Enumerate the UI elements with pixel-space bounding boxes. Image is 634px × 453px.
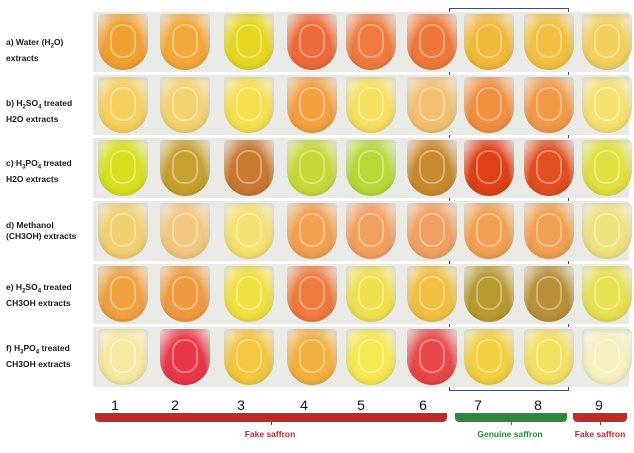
photo-row-c [93, 138, 632, 198]
tube-row5-col9 [582, 266, 632, 322]
genuine-saffron-box [449, 8, 569, 391]
tube-row3-col7 [464, 140, 514, 196]
tube-row4-col2 [160, 203, 210, 259]
tube-row4-col6 [407, 203, 457, 259]
column-number-5: 5 [357, 397, 365, 413]
tube-row2-col8 [524, 77, 574, 133]
tube-row5-col1 [98, 266, 148, 322]
photo-row-f [93, 327, 632, 387]
tube-row2-col1 [98, 77, 148, 133]
tube-row6-col6 [407, 329, 457, 385]
tube-row6-col8 [524, 329, 574, 385]
tube-row2-col5 [346, 77, 396, 133]
photo-row-d [93, 201, 632, 261]
tube-row2-col2 [160, 77, 210, 133]
photo-row-e [93, 264, 632, 324]
column-number-8: 8 [534, 397, 542, 413]
genuine-saffron-label: Genuine saffron [477, 429, 543, 439]
tube-row2-col6 [407, 77, 457, 133]
tube-row1-col7 [464, 14, 514, 70]
column-number-2: 2 [171, 397, 179, 413]
tube-row2-col9 [582, 77, 632, 133]
tube-row1-col2 [160, 14, 210, 70]
tube-row3-col1 [98, 140, 148, 196]
fake-saffron-brace-right [573, 413, 627, 425]
column-number-1: 1 [111, 397, 119, 413]
tube-row4-col3 [224, 203, 274, 259]
tube-row2-col4 [287, 77, 337, 133]
tube-row6-col3 [224, 329, 274, 385]
fake-saffron-label-right: Fake saffron [574, 429, 626, 439]
tube-row4-col1 [98, 203, 148, 259]
tube-row3-col9 [582, 140, 632, 196]
tube-row1-col9 [582, 14, 632, 70]
tube-row3-col8 [524, 140, 574, 196]
tube-row6-col5 [346, 329, 396, 385]
tube-row3-col3 [224, 140, 274, 196]
tube-row1-col3 [224, 14, 274, 70]
column-number-9: 9 [595, 397, 603, 413]
photo-row-a [93, 12, 632, 72]
tube-row2-col7 [464, 77, 514, 133]
photo-row-b [93, 75, 632, 135]
genuine-saffron-brace [455, 413, 567, 425]
row-label-c: c) H3PO4 treated H2O extracts [6, 158, 72, 184]
row-label-a: a) Water (H2O) extracts [6, 37, 64, 63]
tube-row6-col7 [464, 329, 514, 385]
tube-row1-col6 [407, 14, 457, 70]
tube-row5-col8 [524, 266, 574, 322]
tube-row6-col9 [582, 329, 632, 385]
tube-row6-col2 [160, 329, 210, 385]
row-label-f: f) H3PO4 treated CH3OH extracts [6, 343, 71, 369]
tube-row4-col7 [464, 203, 514, 259]
tube-row6-col4 [287, 329, 337, 385]
fake-saffron-label-left: Fake saffron [244, 429, 296, 439]
tube-row4-col4 [287, 203, 337, 259]
tube-row3-col5 [346, 140, 396, 196]
tube-row5-col4 [287, 266, 337, 322]
tube-row5-col2 [160, 266, 210, 322]
row-label-e: e) H2SO4 treated CH3OH extracts [6, 282, 72, 308]
tube-row1-col8 [524, 14, 574, 70]
column-number-7: 7 [474, 397, 482, 413]
tube-row6-col1 [98, 329, 148, 385]
tube-row4-col8 [524, 203, 574, 259]
tube-row5-col7 [464, 266, 514, 322]
tube-row2-col3 [224, 77, 274, 133]
row-label-b: b) H2SO4 treated H2O extracts [6, 98, 73, 124]
tube-row1-col4 [287, 14, 337, 70]
fake-saffron-brace-left [95, 413, 447, 425]
tube-row3-col2 [160, 140, 210, 196]
column-number-3: 3 [237, 397, 245, 413]
tube-row3-col4 [287, 140, 337, 196]
tube-row1-col5 [346, 14, 396, 70]
tube-row4-col9 [582, 203, 632, 259]
row-label-d: d) Methanol (CH3OH) extracts [6, 220, 77, 241]
tube-row5-col6 [407, 266, 457, 322]
column-number-4: 4 [300, 397, 308, 413]
tube-row3-col6 [407, 140, 457, 196]
column-number-6: 6 [419, 397, 427, 413]
tube-row5-col5 [346, 266, 396, 322]
tube-row5-col3 [224, 266, 274, 322]
tube-row4-col5 [346, 203, 396, 259]
tube-row1-col1 [98, 14, 148, 70]
